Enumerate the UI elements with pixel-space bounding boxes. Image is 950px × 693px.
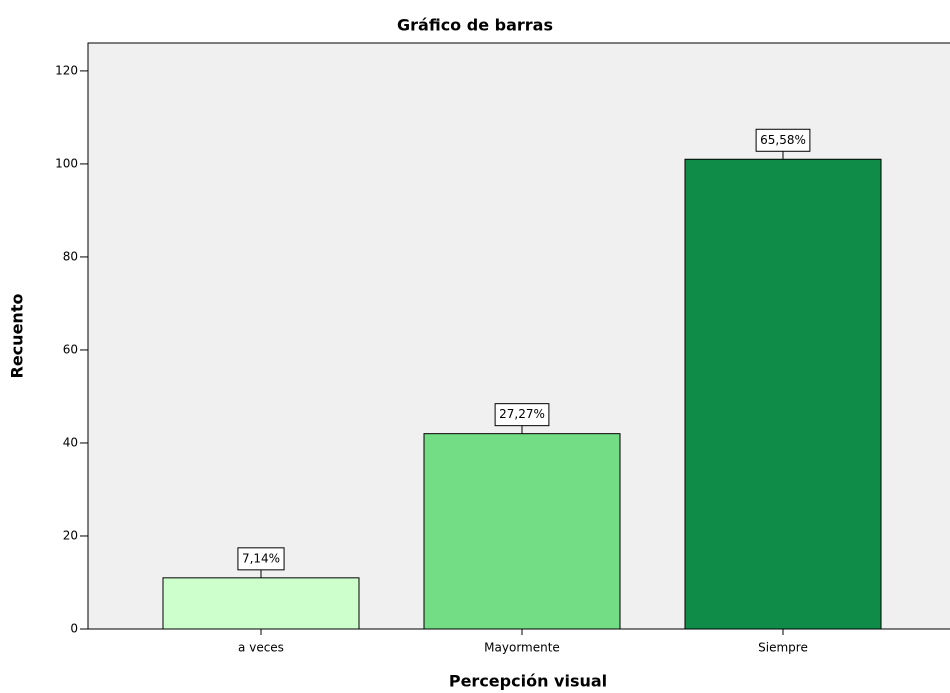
bar: [162, 577, 360, 630]
x-tick-label: Siempre: [758, 641, 808, 655]
bar: [423, 433, 621, 630]
y-tick-label: 120: [55, 63, 78, 77]
y-tick-label: 40: [63, 435, 78, 449]
data-label: 7,14%: [242, 551, 280, 565]
y-tick-label: 20: [63, 528, 78, 542]
data-label-box: [237, 547, 285, 571]
data-label-box: [755, 128, 811, 152]
y-axis-label: Recuento: [8, 294, 27, 379]
x-tick-label: Mayormente: [484, 641, 560, 655]
data-label-box: [494, 403, 550, 427]
x-tick-label: a veces: [238, 641, 284, 655]
bar: [684, 158, 882, 630]
data-label: 65,58%: [760, 133, 806, 147]
chart-title: Gráfico de barras: [397, 16, 553, 35]
y-tick-label: 80: [63, 249, 78, 263]
y-tick-label: 0: [70, 622, 78, 636]
data-label: 27,27%: [499, 407, 545, 421]
x-axis-label: Percepción visual: [449, 672, 607, 691]
y-tick-label: 60: [63, 342, 78, 356]
y-tick-label: 100: [55, 156, 78, 170]
